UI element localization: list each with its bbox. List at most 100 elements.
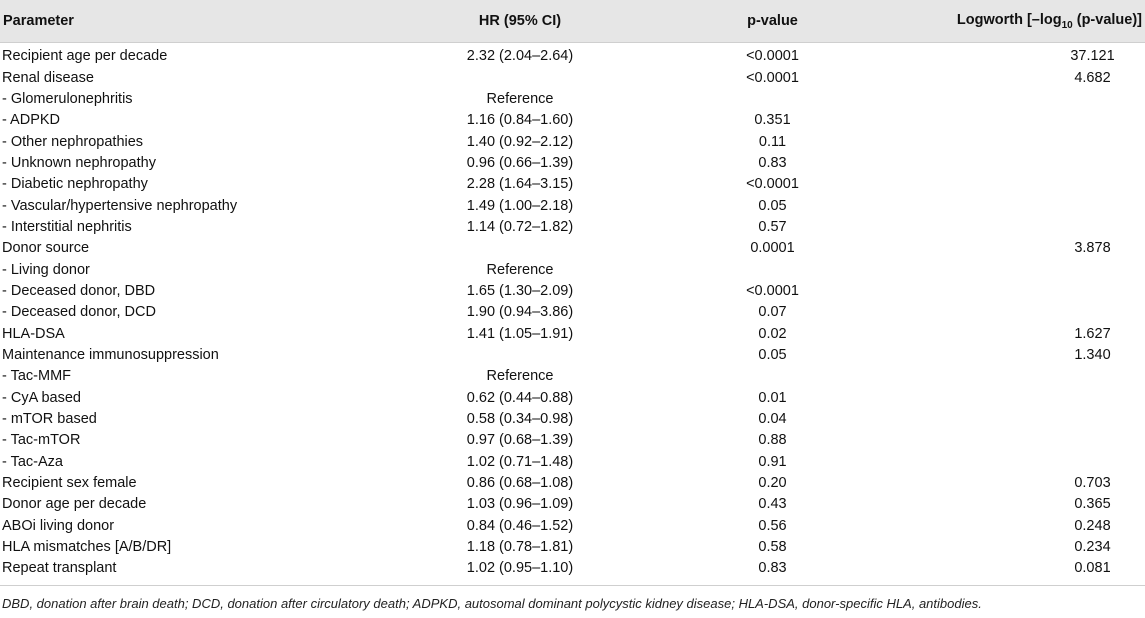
cell-pvalue: 0.04 bbox=[758, 411, 787, 428]
cell-pvalue: 0.43 bbox=[758, 496, 787, 513]
cell-pvalue: 0.88 bbox=[758, 432, 787, 449]
cell-parameter: Repeat transplant bbox=[2, 560, 117, 577]
table-row: ABOi living donor 0.84 (0.46–1.52) 0.56 0.2… bbox=[0, 516, 1145, 537]
cell-parameter: - Interstitial nephritis bbox=[2, 218, 132, 235]
cell-pvalue bbox=[640, 89, 880, 110]
table-row: Recipient sex female 0.86 (0.68–1.08) 0.20… bbox=[0, 473, 1145, 494]
cell-parameter: - Tac-mTOR bbox=[2, 432, 81, 449]
table-row: Donor source 0.0001 3.878 bbox=[0, 238, 1145, 259]
table-row: Renal disease <0.0001 4.682 bbox=[0, 67, 1145, 88]
cell-parameter: Recipient age per decade bbox=[2, 48, 168, 65]
cell-parameter: - ADPKD bbox=[2, 112, 61, 129]
cell-logworth bbox=[880, 110, 1145, 131]
cell-logworth: 0.081 bbox=[1074, 560, 1111, 577]
cell-logworth: 1.340 bbox=[1074, 346, 1111, 363]
cell-logworth bbox=[880, 452, 1145, 473]
cell-parameter: Maintenance immunosuppression bbox=[2, 346, 219, 363]
cell-pvalue: 0.83 bbox=[758, 560, 787, 577]
cell-logworth bbox=[880, 388, 1145, 409]
cell-logworth: 37.121 bbox=[1070, 48, 1115, 65]
cell-parameter: Renal disease bbox=[2, 69, 94, 86]
cell-parameter: - mTOR based bbox=[2, 411, 97, 428]
cell-hr: 1.18 (0.78–1.81) bbox=[466, 539, 574, 556]
table-row: - Deceased donor, DBD 1.65 (1.30–2.09) <0.… bbox=[0, 281, 1145, 302]
cell-pvalue: 0.05 bbox=[758, 197, 787, 214]
hazard-ratio-table: Parameter HR (95% CI) p-value Logworth [… bbox=[0, 0, 1145, 580]
cell-hr: 1.41 (1.05–1.91) bbox=[466, 325, 574, 342]
cell-logworth bbox=[880, 259, 1145, 280]
cell-logworth: 0.248 bbox=[1074, 517, 1111, 534]
table-footnote: DBD, donation after brain death; DCD, do… bbox=[2, 595, 982, 611]
cell-parameter: - CyA based bbox=[2, 389, 81, 406]
cell-hr bbox=[340, 345, 640, 366]
header-pvalue: p-value bbox=[640, 0, 880, 43]
cell-parameter: - Other nephropathies bbox=[2, 133, 144, 150]
cell-pvalue: 0.01 bbox=[758, 389, 787, 406]
cell-pvalue: 0.91 bbox=[758, 453, 787, 470]
cell-parameter: - Tac-MMF bbox=[2, 368, 72, 385]
cell-logworth bbox=[880, 281, 1145, 302]
table-row: - Diabetic nephropathy 2.28 (1.64–3.15) <0… bbox=[0, 174, 1145, 195]
cell-logworth bbox=[880, 409, 1145, 430]
table-bottom-rule bbox=[0, 584, 1145, 586]
table-row: - mTOR based 0.58 (0.34–0.98) 0.04 bbox=[0, 409, 1145, 430]
cell-hr: 1.90 (0.94–3.86) bbox=[466, 304, 574, 321]
cell-hr: 1.14 (0.72–1.82) bbox=[466, 218, 574, 235]
cell-hr: Reference bbox=[486, 261, 554, 278]
cell-hr: 1.16 (0.84–1.60) bbox=[466, 112, 574, 129]
cell-parameter: - Glomerulonephritis bbox=[2, 90, 133, 107]
cell-logworth: 4.682 bbox=[1074, 69, 1111, 86]
table-row: - Tac-Aza 1.02 (0.71–1.48) 0.91 bbox=[0, 452, 1145, 473]
table-row: - Living donor Reference bbox=[0, 259, 1145, 280]
cell-parameter: - Unknown nephropathy bbox=[2, 154, 156, 171]
table-row: Donor age per decade 1.03 (0.96–1.09) 0.43… bbox=[0, 494, 1145, 515]
cell-pvalue: 0.20 bbox=[758, 475, 787, 492]
cell-pvalue: <0.0001 bbox=[746, 282, 799, 299]
cell-parameter: HLA mismatches [A/B/DR] bbox=[2, 539, 172, 556]
table-row: - Interstitial nephritis 1.14 (0.72–1.82)… bbox=[0, 217, 1145, 238]
cell-hr bbox=[340, 238, 640, 259]
cell-hr: 1.65 (1.30–2.09) bbox=[466, 282, 574, 299]
table-row: Recipient age per decade 2.32 (2.04–2.64)… bbox=[0, 43, 1145, 68]
cell-pvalue: 0.58 bbox=[758, 539, 787, 556]
table-row: HLA mismatches [A/B/DR] 1.18 (0.78–1.81) 0… bbox=[0, 537, 1145, 558]
cell-pvalue: 0.56 bbox=[758, 517, 787, 534]
cell-parameter: - Living donor bbox=[2, 261, 90, 278]
header-logworth-prefix: Logworth [–log bbox=[956, 11, 1062, 28]
cell-hr: 2.32 (2.04–2.64) bbox=[466, 48, 574, 65]
cell-hr bbox=[340, 67, 640, 88]
cell-hr: 1.40 (0.92–2.12) bbox=[466, 133, 574, 150]
table-row: HLA-DSA 1.41 (1.05–1.91) 0.02 1.627 bbox=[0, 323, 1145, 344]
cell-pvalue bbox=[640, 259, 880, 280]
table-body: Recipient age per decade 2.32 (2.04–2.64)… bbox=[0, 43, 1145, 580]
cell-logworth bbox=[880, 366, 1145, 387]
table-row: - Tac-MMF Reference bbox=[0, 366, 1145, 387]
cell-pvalue: 0.11 bbox=[758, 133, 787, 150]
cell-pvalue: 0.05 bbox=[758, 346, 787, 363]
table-row: - Other nephropathies 1.40 (0.92–2.12) 0.1… bbox=[0, 131, 1145, 152]
cell-logworth bbox=[880, 89, 1145, 110]
cell-parameter: Donor age per decade bbox=[2, 496, 147, 513]
cell-parameter: - Diabetic nephropathy bbox=[2, 176, 148, 193]
cell-hr: 0.58 (0.34–0.98) bbox=[466, 411, 574, 428]
table-row: - ADPKD 1.16 (0.84–1.60) 0.351 bbox=[0, 110, 1145, 131]
cell-parameter: - Deceased donor, DCD bbox=[2, 304, 156, 321]
cell-pvalue: <0.0001 bbox=[746, 176, 799, 193]
header-logworth-suffix: (p-value)] bbox=[1072, 11, 1142, 28]
cell-logworth: 0.365 bbox=[1074, 496, 1111, 513]
cell-hr: 0.86 (0.68–1.08) bbox=[466, 475, 574, 492]
cell-logworth: 3.878 bbox=[1074, 240, 1111, 257]
table-row: Maintenance immunosuppression 0.05 1.340 bbox=[0, 345, 1145, 366]
table-row: - Vascular/hypertensive nephropathy 1.49 … bbox=[0, 195, 1145, 216]
header-logworth-subscript: 10 bbox=[1061, 19, 1073, 31]
table-header: Parameter HR (95% CI) p-value Logworth [… bbox=[0, 0, 1145, 43]
cell-logworth bbox=[880, 195, 1145, 216]
cell-parameter: ABOi living donor bbox=[2, 517, 115, 534]
cell-pvalue: <0.0001 bbox=[746, 69, 799, 86]
cell-hr: 2.28 (1.64–3.15) bbox=[466, 176, 574, 193]
header-logworth: Logworth [–log10 (p-value)] bbox=[880, 0, 1145, 43]
cell-hr: 1.03 (0.96–1.09) bbox=[466, 496, 574, 513]
cell-hr: 0.97 (0.68–1.39) bbox=[466, 432, 574, 449]
cell-logworth bbox=[880, 302, 1145, 323]
header-parameter: Parameter bbox=[0, 0, 340, 43]
